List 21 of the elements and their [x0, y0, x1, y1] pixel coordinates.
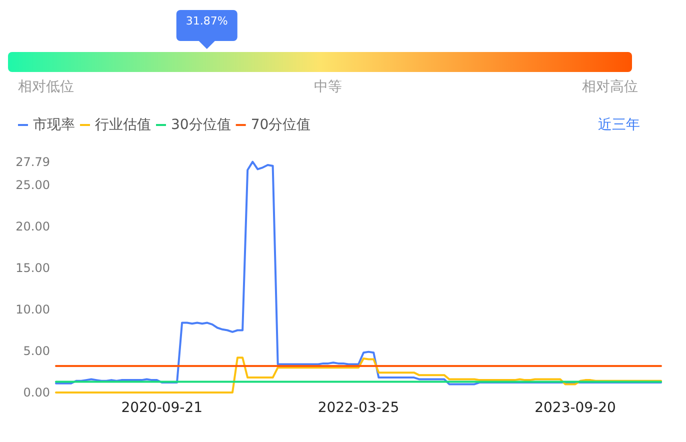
legend-label: 行业估值 [95, 117, 151, 133]
line-series [55, 160, 662, 386]
line-series [55, 356, 662, 394]
x-tick-label: 2020-09-21 [121, 400, 203, 416]
text: 近三年 [598, 117, 640, 133]
legend-label: 市现率 [33, 117, 75, 133]
y-tick-label: 20.00 [16, 219, 50, 234]
legend-label: 30分位值 [171, 117, 231, 133]
x-tick-label: 2023-09-20 [534, 400, 616, 416]
y-tick-label: 27.79 [16, 154, 50, 169]
y-tick-label: 0.00 [23, 386, 50, 400]
legend-label: 70分位值 [250, 117, 311, 133]
data-label: 31.87% [186, 14, 228, 28]
text: 相对高位 [582, 79, 638, 95]
y-tick-label: 5.00 [23, 344, 50, 358]
x-tick-label: 2022-03-25 [318, 400, 400, 416]
y-tick-label: 15.00 [16, 260, 50, 275]
text: 相对低位 [18, 79, 74, 95]
y-tick-label: 25.00 [16, 178, 50, 192]
y-tick-label: 10.00 [16, 302, 50, 316]
text: 中等 [314, 79, 342, 95]
